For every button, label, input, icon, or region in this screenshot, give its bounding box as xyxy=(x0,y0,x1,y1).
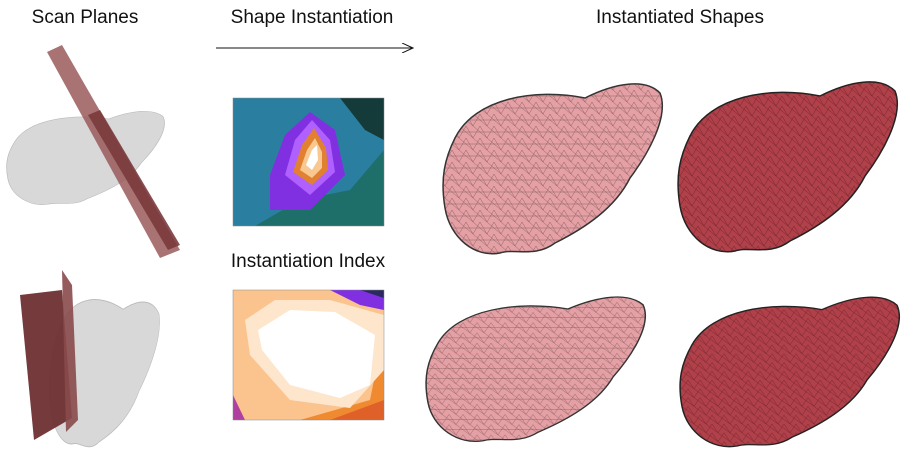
scan-planes-top xyxy=(7,45,180,258)
liver-surface-1 xyxy=(678,82,897,252)
liver-mesh-2 xyxy=(426,297,645,441)
scan-planes-bottom xyxy=(20,270,161,460)
contour-map-top xyxy=(233,98,384,226)
column-title: Scan Planes xyxy=(32,7,139,28)
contour-map-bottom xyxy=(233,290,384,420)
liver-mesh-1 xyxy=(443,84,662,254)
figure: Scan Planes Shape Instantiation Instanti… xyxy=(0,0,906,460)
column-title: Shape Instantiation xyxy=(231,7,394,28)
liver-surface-2 xyxy=(680,297,899,446)
column-title: Instantiated Shapes xyxy=(596,7,764,28)
caption: Instantiation Index xyxy=(231,251,386,272)
